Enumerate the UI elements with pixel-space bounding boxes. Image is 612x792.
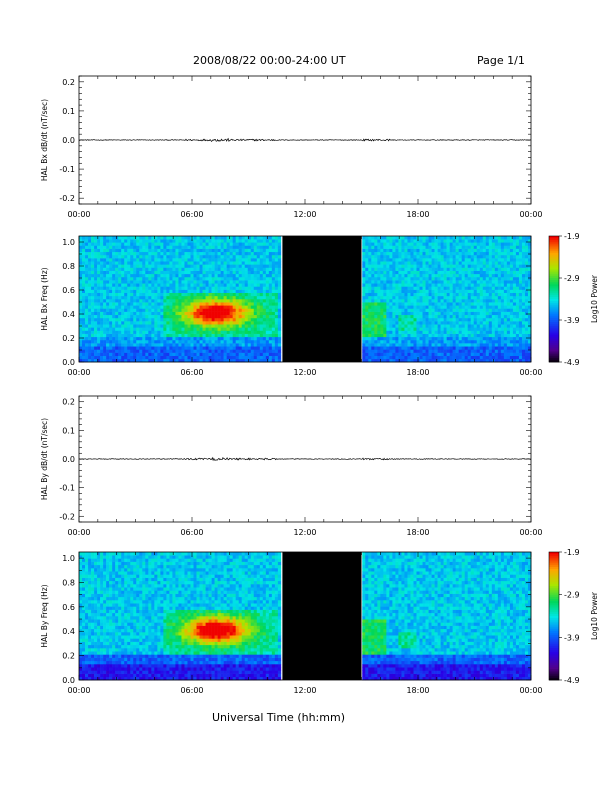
colorbar-tick-p3-0: -1.9	[564, 548, 580, 557]
y-tick-label-p2-2: 0.0	[62, 455, 75, 464]
y-axis-label-p2: HAL By dB/dt (nT/sec)	[40, 418, 49, 500]
x-tick-label-p0-0: 00:00	[67, 210, 90, 219]
series-line-p2	[78, 456, 532, 462]
spectrogram-cells-p3	[79, 552, 532, 681]
x-tick-label-p3-3: 18:00	[406, 686, 429, 695]
y-axis-label-p0: HAL Bx dB/dt (nT/sec)	[40, 99, 49, 181]
x-tick-label-p2-4: 00:00	[519, 528, 542, 537]
y-tick-label-p0-2: 0.0	[62, 136, 75, 145]
x-tick-label-p1-0: 00:00	[67, 368, 90, 377]
panel-1: 1.0 0.8 0.6 0.4 0.2 0.0 -1.9 -2.9 -3.9 -4.9 Log10 …	[40, 232, 599, 377]
x-tick-label-p1-4: 00:00	[519, 368, 542, 377]
y-tick-label-p0-3: -0.1	[59, 165, 75, 174]
y-tick-label-p3-3: 0.4	[62, 627, 75, 636]
colorbar-tick-p3-2: -3.9	[564, 633, 580, 642]
x-tick-label-p1-3: 18:00	[406, 368, 429, 377]
x-tick-label-p3-1: 06:00	[180, 686, 203, 695]
colorbar-tick-p1-2: -3.9	[564, 316, 580, 325]
y-tick-label-p3-1: 0.8	[62, 578, 75, 587]
data-gap-p1	[282, 236, 362, 362]
colorbar-tick-p1-0: -1.9	[564, 232, 580, 241]
x-tick-label-p1-1: 06:00	[180, 368, 203, 377]
y-tick-label-p3-4: 0.2	[62, 652, 75, 661]
x-tick-label-p2-1: 06:00	[180, 528, 203, 537]
x-axis-label: Universal Time (hh:mm)	[212, 711, 345, 724]
x-tick-label-p3-0: 00:00	[67, 686, 90, 695]
y-tick-label-p2-0: 0.2	[62, 398, 75, 407]
x-tick-label-p0-1: 06:00	[180, 210, 203, 219]
y-tick-label-p1-4: 0.2	[62, 334, 75, 343]
panel-2: 0.2 0.1 0.0 -0.1 -0.2 00:00 06:00 12:00 18:00 00:…	[40, 395, 543, 537]
x-tick-label-p0-2: 12:00	[293, 210, 316, 219]
colorbar-tick-p3-1: -2.9	[564, 591, 580, 600]
panel-0: 0.2 0.1 0.0 -0.1 -0.2 00:00 06:00 12:00 18:00 00:…	[40, 75, 543, 219]
y-tick-label-p3-0: 1.0	[62, 554, 75, 563]
page-title: 2008/08/22 00:00-24:00 UT	[193, 54, 346, 67]
x-tick-label-p2-2: 12:00	[293, 528, 316, 537]
y-tick-label-p1-1: 0.8	[62, 262, 75, 271]
colorbar-p3: -1.9 -2.9 -3.9 -4.9 Log10 Power	[548, 548, 599, 685]
x-tick-label-p2-0: 00:00	[67, 528, 90, 537]
colorbar-tick-p1-1: -2.9	[564, 274, 580, 283]
series-line-p0	[78, 137, 532, 142]
colorbar-label-p1: Log10 Power	[590, 274, 599, 323]
colorbar-tick-p1-3: -4.9	[564, 358, 580, 367]
x-tick-label-p3-2: 12:00	[293, 686, 316, 695]
x-tick-label-p0-4: 00:00	[519, 210, 542, 219]
y-tick-label-p0-0: 0.2	[62, 78, 75, 87]
y-tick-label-p1-0: 1.0	[62, 238, 75, 247]
y-axis-label-p3: HAL By Freq (Hz)	[40, 584, 49, 647]
data-gap-p3	[282, 552, 362, 680]
page-number: Page 1/1	[477, 54, 525, 67]
x-tick-label-p3-4: 00:00	[519, 686, 542, 695]
y-axis-label-p1: HAL Bx Freq (Hz)	[40, 267, 49, 330]
y-tick-label-p0-4: -0.2	[59, 194, 75, 203]
y-tick-label-p2-4: -0.2	[59, 512, 75, 521]
x-tick-label-p1-2: 12:00	[293, 368, 316, 377]
colorbar-p1: -1.9 -2.9 -3.9 -4.9 Log10 Power	[548, 232, 599, 367]
colorbar-label-p3: Log10 Power	[590, 591, 599, 640]
panel-3: 1.0 0.8 0.6 0.4 0.2 0.0 -1.9 -2.9 -3.9 -4.9 Log10 …	[40, 548, 599, 695]
x-tick-label-p2-3: 18:00	[406, 528, 429, 537]
y-tick-label-p1-5: 0.0	[62, 358, 75, 367]
y-tick-label-p2-3: -0.1	[59, 484, 75, 493]
y-tick-label-p2-1: 0.1	[62, 426, 75, 435]
x-tick-label-p0-3: 18:00	[406, 210, 429, 219]
y-tick-label-p0-1: 0.1	[62, 107, 75, 116]
y-tick-label-p1-3: 0.4	[62, 310, 75, 319]
y-tick-label-p3-2: 0.6	[62, 603, 75, 612]
spectrogram-cells-p1	[79, 236, 532, 363]
colorbar-tick-p3-3: -4.9	[564, 676, 580, 685]
y-tick-label-p1-2: 0.6	[62, 286, 75, 295]
y-tick-label-p3-5: 0.0	[62, 676, 75, 685]
